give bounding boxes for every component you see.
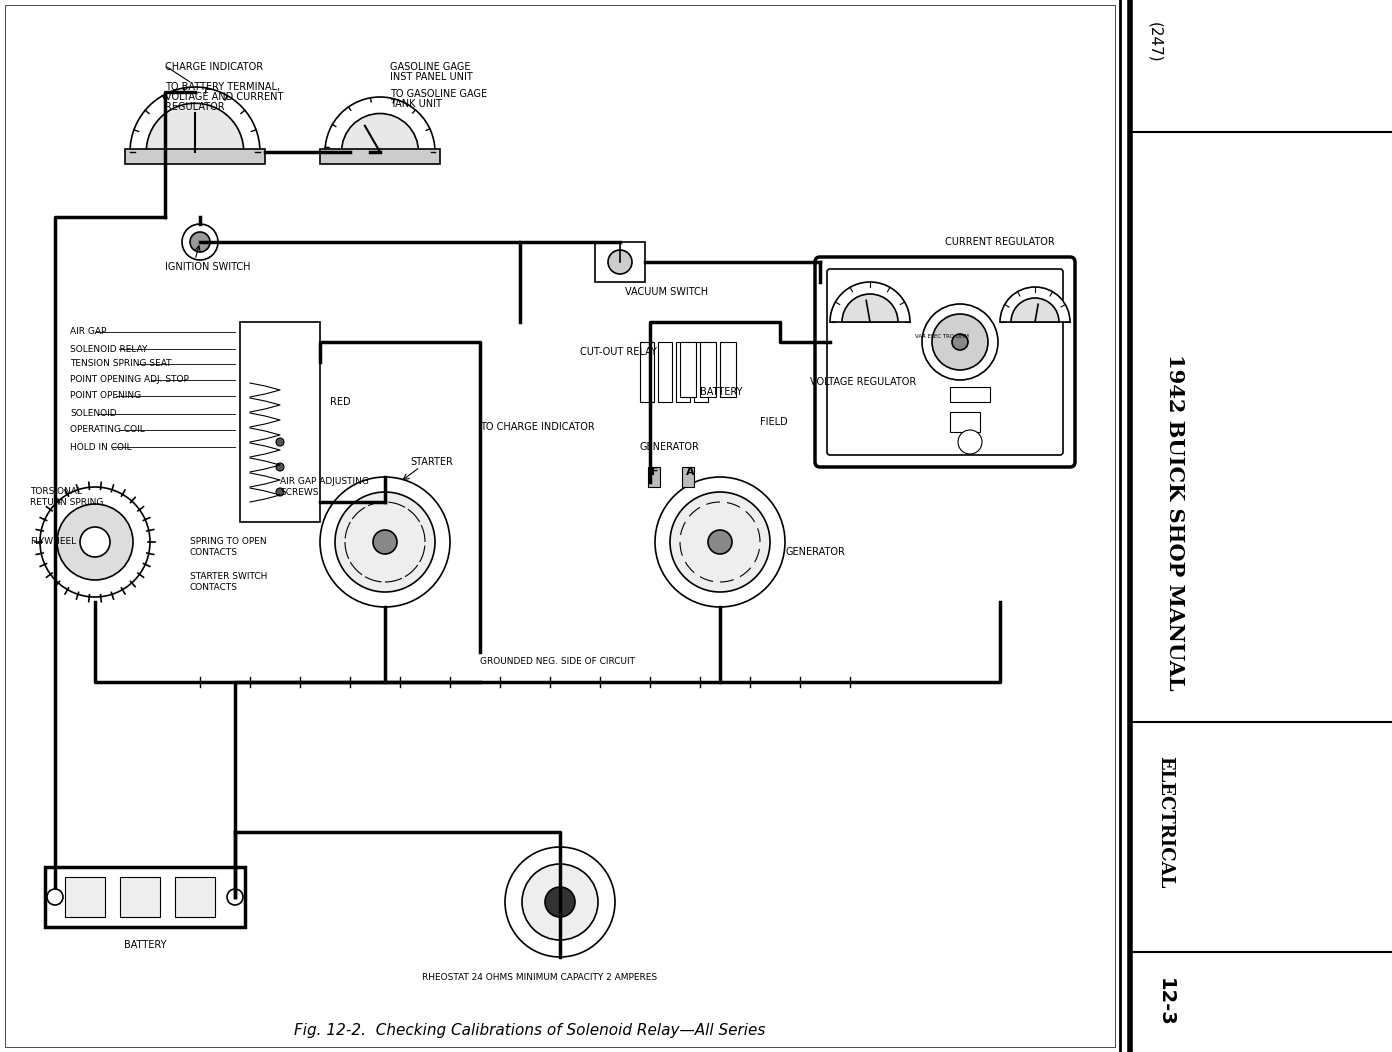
Circle shape (57, 504, 134, 580)
Text: HOLD IN COIL: HOLD IN COIL (70, 443, 132, 451)
Circle shape (505, 847, 615, 957)
Circle shape (922, 304, 998, 380)
Text: TORSIONAL
RETURN SPRING: TORSIONAL RETURN SPRING (31, 487, 103, 507)
Text: VACUUM SWITCH: VACUUM SWITCH (625, 287, 709, 297)
Circle shape (656, 477, 785, 607)
Wedge shape (324, 97, 434, 151)
FancyBboxPatch shape (827, 269, 1063, 456)
Text: FLYWHEEL: FLYWHEEL (31, 538, 77, 546)
Text: AIR GAP: AIR GAP (70, 327, 106, 337)
Bar (594, 242, 644, 282)
Text: RHEOSTAT 24 OHMS MINIMUM CAPACITY 2 AMPERES: RHEOSTAT 24 OHMS MINIMUM CAPACITY 2 AMPE… (422, 972, 657, 982)
Text: VOLTAGE REGULATOR: VOLTAGE REGULATOR (810, 377, 916, 387)
Circle shape (335, 492, 434, 592)
Wedge shape (830, 282, 910, 322)
Bar (695, 342, 709, 402)
Circle shape (522, 864, 599, 940)
Text: GROUNDED NEG. SIDE OF CIRCUIT: GROUNDED NEG. SIDE OF CIRCUIT (480, 658, 635, 667)
Wedge shape (999, 287, 1070, 322)
Text: TO CHARGE INDICATOR: TO CHARGE INDICATOR (480, 422, 594, 432)
Text: POINT OPENING ADJ. STOP: POINT OPENING ADJ. STOP (70, 376, 189, 384)
Bar (640, 342, 654, 402)
Text: VOLTAGE AND CURRENT: VOLTAGE AND CURRENT (166, 92, 284, 102)
Circle shape (276, 463, 284, 471)
FancyBboxPatch shape (814, 257, 1075, 467)
Bar (681, 342, 696, 397)
Text: (247): (247) (1147, 22, 1162, 62)
Circle shape (546, 887, 575, 917)
Circle shape (373, 530, 397, 554)
Circle shape (276, 488, 284, 495)
Bar (175, 877, 214, 917)
Text: VAR ELEC TRO OHM: VAR ELEC TRO OHM (915, 335, 969, 340)
Bar (649, 467, 660, 487)
Circle shape (952, 333, 967, 350)
Bar (682, 467, 695, 487)
Text: A: A (686, 467, 695, 477)
Text: BATTERY: BATTERY (700, 387, 742, 397)
Circle shape (933, 313, 988, 370)
Text: CURRENT REGULATOR: CURRENT REGULATOR (945, 237, 1055, 247)
Text: AIR GAP ADJUSTING
SCREWS: AIR GAP ADJUSTING SCREWS (280, 478, 369, 497)
Text: POINT OPENING: POINT OPENING (70, 391, 141, 401)
Text: SOLENOID: SOLENOID (70, 409, 117, 419)
Circle shape (670, 492, 770, 592)
Bar (658, 342, 672, 402)
Text: 12-3: 12-3 (1155, 977, 1175, 1027)
Wedge shape (341, 114, 419, 151)
Text: RED: RED (330, 397, 351, 407)
Circle shape (79, 527, 110, 557)
Text: 1942 BUICK SHOP MANUAL: 1942 BUICK SHOP MANUAL (1165, 353, 1185, 690)
Circle shape (709, 530, 732, 554)
Text: F: F (651, 467, 658, 477)
Wedge shape (129, 87, 260, 151)
Bar (45, 867, 245, 927)
Circle shape (189, 232, 210, 252)
Bar (320, 149, 440, 164)
Text: STARTER: STARTER (411, 457, 452, 467)
Text: IGNITION SWITCH: IGNITION SWITCH (166, 262, 251, 272)
Text: INST PANEL UNIT: INST PANEL UNIT (390, 72, 473, 82)
Wedge shape (146, 103, 244, 151)
Text: Fig. 12-2.  Checking Calibrations of Solenoid Relay—All Series: Fig. 12-2. Checking Calibrations of Sole… (294, 1023, 766, 1037)
Text: TENSION SPRING SEAT: TENSION SPRING SEAT (70, 360, 171, 368)
Circle shape (608, 250, 632, 274)
Text: ELECTRICAL: ELECTRICAL (1155, 755, 1173, 888)
Circle shape (182, 224, 219, 260)
Bar (65, 877, 104, 917)
Circle shape (47, 889, 63, 905)
Text: GASOLINE GAGE: GASOLINE GAGE (390, 62, 470, 72)
Text: CUT-OUT RELAY: CUT-OUT RELAY (580, 347, 657, 357)
Circle shape (320, 477, 450, 607)
Text: REGULATOR: REGULATOR (166, 102, 224, 112)
Wedge shape (842, 294, 898, 322)
Text: TO GASOLINE GAGE: TO GASOLINE GAGE (390, 89, 487, 99)
Text: FIELD: FIELD (760, 417, 788, 427)
Bar (949, 387, 990, 402)
Bar (700, 342, 715, 397)
Text: GENERATOR: GENERATOR (785, 547, 845, 557)
Text: STARTER SWITCH
CONTACTS: STARTER SWITCH CONTACTS (189, 572, 267, 591)
Bar (949, 412, 980, 432)
Bar (677, 342, 690, 402)
Bar (239, 322, 320, 522)
Bar (125, 149, 264, 164)
Bar (6, 5, 1115, 1047)
Bar (120, 877, 160, 917)
Text: SPRING TO OPEN
CONTACTS: SPRING TO OPEN CONTACTS (189, 538, 267, 557)
Text: SOLENOID RELAY: SOLENOID RELAY (70, 344, 148, 353)
Circle shape (276, 438, 284, 446)
Circle shape (227, 889, 244, 905)
Circle shape (958, 430, 981, 454)
Circle shape (40, 487, 150, 596)
Text: TANK UNIT: TANK UNIT (390, 99, 441, 109)
Text: BATTERY: BATTERY (124, 940, 166, 950)
Text: OPERATING COIL: OPERATING COIL (70, 425, 145, 434)
Wedge shape (1011, 298, 1059, 322)
Text: GENERATOR: GENERATOR (640, 442, 700, 452)
Bar (720, 342, 736, 397)
Text: CHARGE INDICATOR: CHARGE INDICATOR (166, 62, 263, 72)
Text: TO BATTERY TERMINAL,: TO BATTERY TERMINAL, (166, 82, 280, 92)
